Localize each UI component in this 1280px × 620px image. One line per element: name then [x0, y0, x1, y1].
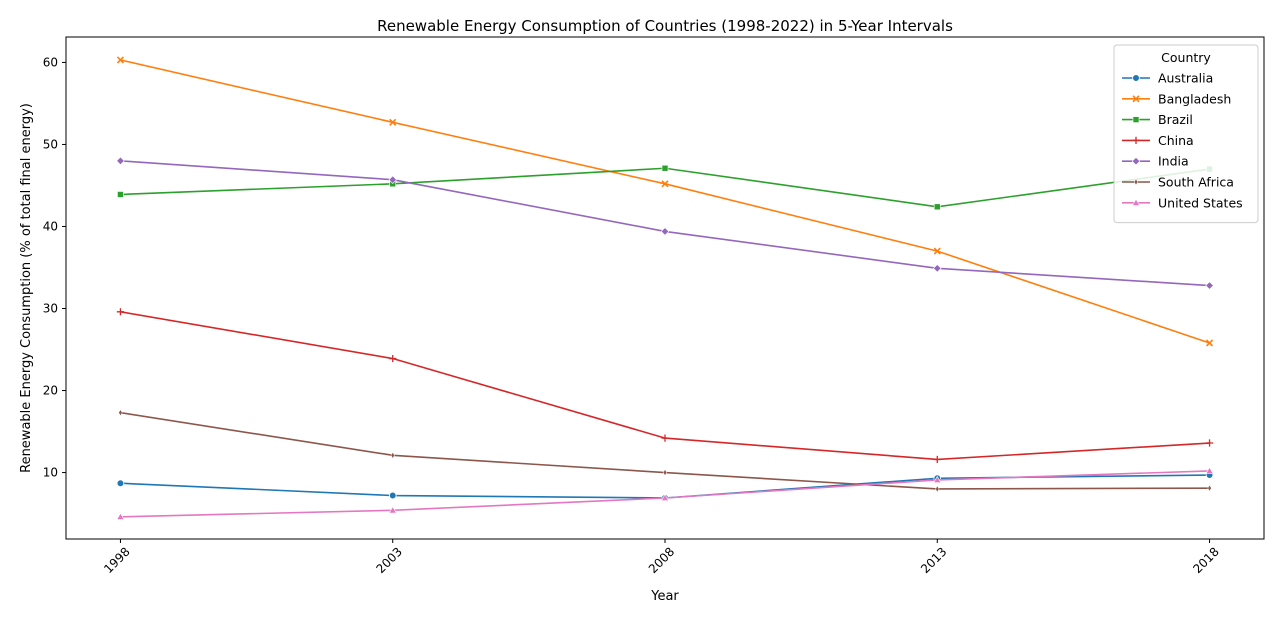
- data-point-china-2013: [933, 455, 941, 464]
- legend-item-brazil: Brazil: [1122, 112, 1193, 127]
- data-point-south-africa-2003: [390, 451, 395, 459]
- data-point-china-2018: [1205, 439, 1214, 447]
- legend-item-india: India: [1122, 154, 1189, 169]
- x-tick-label-2003: 2003: [374, 545, 405, 576]
- legend-item-united-states: United States: [1122, 195, 1243, 210]
- legend-label-china: China: [1158, 133, 1194, 148]
- data-point-brazil-2013: [933, 203, 941, 211]
- data-point-united-states-2008: [660, 493, 670, 501]
- data-point-india-1998: [116, 156, 125, 166]
- data-point-india-2018: [1205, 281, 1214, 290]
- data-point-united-states-1998: [116, 512, 125, 520]
- plot-frame: [65, 36, 1265, 540]
- data-point-brazil-1998: [117, 191, 124, 198]
- data-point-china-2003: [389, 354, 397, 363]
- y-tick-label-10: 10: [43, 466, 58, 480]
- legend-marker-bangladesh: [1132, 95, 1140, 103]
- legend-label-bangladesh: Bangladesh: [1158, 91, 1231, 106]
- x-axis-label: Year: [650, 589, 679, 604]
- series-line-bangladesh: [120, 59, 1210, 344]
- legend-item-australia: Australia: [1122, 71, 1213, 86]
- y-axis: 10 20 30 40 50 60: [43, 55, 66, 480]
- legend-label-australia: Australia: [1158, 71, 1213, 86]
- legend-marker-india: [1131, 156, 1141, 166]
- y-tick-label-60: 60: [43, 55, 58, 69]
- data-point-australia-1998: [116, 479, 125, 488]
- data-point-bangladesh-2003: [389, 118, 397, 126]
- legend-label-united-states: United States: [1158, 195, 1243, 210]
- legend-item-china: China: [1122, 133, 1194, 148]
- data-point-south-africa-2018: [1207, 484, 1212, 492]
- data-point-brazil-2008: [661, 164, 669, 172]
- y-tick-label-40: 40: [43, 219, 58, 233]
- data-point-south-africa-2008: [662, 469, 668, 477]
- legend-label-brazil: Brazil: [1158, 112, 1193, 127]
- data-point-china-1998: [116, 308, 125, 316]
- data-point-bangladesh-2018: [1205, 339, 1214, 347]
- data-point-south-africa-1998: [118, 409, 123, 417]
- data-point-india-2008: [660, 227, 670, 236]
- data-point-bangladesh-2013: [933, 247, 941, 255]
- legend-marker-australia: [1132, 74, 1140, 82]
- data-point-china-2008: [661, 434, 669, 442]
- legend-marker-united-states: [1131, 198, 1141, 206]
- legend-box: [1113, 44, 1259, 224]
- legend-item-bangladesh: Bangladesh: [1122, 91, 1231, 106]
- x-tick-label-2013: 2013: [918, 545, 949, 576]
- x-tick-label-1998: 1998: [101, 545, 132, 576]
- y-axis-label: Renewable Energy Consumption (% of total…: [19, 103, 34, 473]
- x-tick-label-2018: 2018: [1190, 545, 1221, 576]
- data-point-bangladesh-1998: [116, 56, 125, 64]
- plot-area: [116, 56, 1214, 520]
- data-point-south-africa-2013: [935, 485, 940, 493]
- legend-item-south-africa: South Africa: [1122, 175, 1234, 190]
- legend-marker-brazil: [1132, 116, 1140, 123]
- legend: Country Australia Bangladesh Brazil China Ind…: [1113, 44, 1259, 224]
- legend-title: Country: [1161, 50, 1211, 65]
- data-point-united-states-2018: [1205, 466, 1214, 474]
- legend-label-south-africa: South Africa: [1158, 175, 1234, 190]
- data-point-bangladesh-2008: [661, 180, 669, 188]
- series-line-india: [120, 160, 1210, 287]
- data-point-australia-2003: [388, 491, 397, 500]
- x-tick-label-2008: 2008: [646, 545, 677, 576]
- data-point-india-2003: [388, 175, 397, 184]
- data-point-united-states-2003: [388, 506, 397, 514]
- data-point-united-states-2013: [933, 475, 942, 483]
- chart-title: Renewable Energy Consumption of Countrie…: [377, 17, 953, 35]
- y-tick-label-50: 50: [43, 137, 58, 151]
- y-tick-label-30: 30: [43, 302, 58, 316]
- data-point-india-2013: [933, 264, 942, 273]
- x-axis: 1998 2003 2008 2013 2018: [101, 539, 1222, 576]
- series-line-brazil: [120, 167, 1210, 208]
- y-tick-label-20: 20: [43, 384, 58, 398]
- legend-marker-china: [1132, 136, 1140, 144]
- legend-label-india: India: [1158, 154, 1189, 169]
- legend-marker-south-africa: [1133, 178, 1139, 186]
